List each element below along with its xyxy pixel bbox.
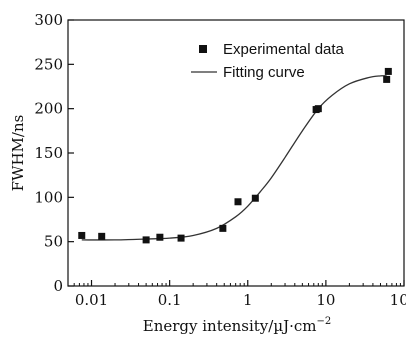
data-point [251, 194, 259, 202]
x-tick-label: 1 [243, 291, 253, 309]
fitting-curve-line [81, 75, 387, 241]
axes: 0 50 100 150 200 250 300 0.01 0.1 1 10 100 [34, 11, 406, 309]
legend-marker-square [199, 45, 207, 53]
data-point [142, 236, 150, 244]
data-point [234, 198, 242, 206]
y-tick-label: 50 [44, 233, 63, 251]
data-point [384, 67, 392, 75]
legend-label: Experimental data [223, 41, 345, 58]
data-point [177, 234, 185, 242]
y-tick-label: 300 [34, 11, 63, 29]
data-point [156, 233, 164, 241]
y-tick-label: 0 [53, 277, 63, 295]
y-tick-label: 150 [34, 144, 63, 162]
x-tick-label: 0.01 [75, 291, 108, 309]
data-point [98, 232, 106, 240]
data-point [219, 224, 227, 232]
x-tick-label: 0.1 [158, 291, 182, 309]
data-points-layer [78, 67, 392, 244]
fitting-curve-layer [81, 75, 387, 241]
legend-label: Fitting curve [223, 64, 305, 81]
x-axis-title: Energy intensity/µJ·cm−2 [143, 316, 331, 335]
x-tick-label: 10 [316, 291, 335, 309]
data-point [314, 105, 322, 113]
x-tick-label: 100 [390, 291, 406, 309]
legend: Experimental data Fitting curve [191, 41, 345, 81]
y-tick-label: 100 [34, 188, 63, 206]
data-point [383, 75, 391, 83]
y-axis-title: FWHM/ns [9, 115, 27, 192]
plot-frame [67, 19, 405, 287]
data-point [78, 231, 86, 239]
y-tick-label: 200 [34, 100, 63, 118]
y-tick-label: 250 [34, 55, 63, 73]
